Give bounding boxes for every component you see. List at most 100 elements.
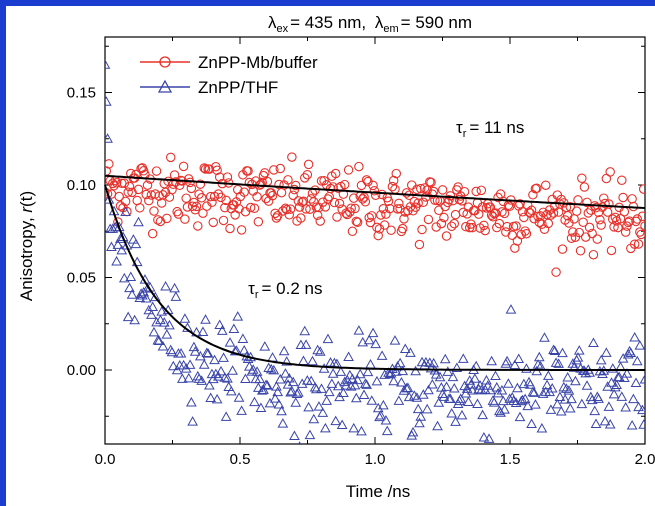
- data-point-thf: [555, 405, 567, 416]
- data-point-thf: [393, 395, 405, 405]
- chart-title: λex = 435 nm, λem = 590 nm: [268, 13, 472, 35]
- data-point-thf: [318, 363, 330, 373]
- data-point-mb: [370, 190, 381, 200]
- data-point-thf: [183, 372, 195, 383]
- data-point-thf: [446, 407, 458, 418]
- data-point-thf: [639, 373, 645, 384]
- data-point-mb: [343, 165, 354, 175]
- data-point-mb: [173, 209, 184, 219]
- data-point-thf: [295, 339, 307, 350]
- data-point-thf: [111, 255, 122, 266]
- data-point-mb: [356, 180, 367, 191]
- data-point-thf: [559, 394, 571, 404]
- data-point-mb: [144, 195, 154, 206]
- data-point-thf: [421, 403, 433, 414]
- data-point-mb: [142, 180, 153, 190]
- data-point-mb: [627, 194, 637, 204]
- data-point-mb: [214, 172, 225, 182]
- data-point-mb: [577, 173, 587, 183]
- data-point-thf: [573, 345, 585, 355]
- data-point-thf: [503, 378, 514, 388]
- data-point-thf: [348, 422, 360, 433]
- legend-entry-zmpp-thf: ZnPP/THF: [140, 78, 278, 97]
- y-tick-label: 0.05: [67, 270, 96, 287]
- data-point-thf: [492, 387, 504, 398]
- data-point-thf: [442, 366, 454, 376]
- data-point-mb: [383, 196, 394, 207]
- data-point-thf: [353, 325, 365, 335]
- data-point-mb: [346, 203, 356, 214]
- data-point-thf: [316, 383, 327, 393]
- data-point-mb: [329, 197, 340, 208]
- data-point-mb: [459, 186, 470, 197]
- data-point-mb: [566, 233, 577, 244]
- data-point-thf: [340, 380, 352, 390]
- data-point-thf: [220, 411, 232, 421]
- data-point-thf: [455, 393, 467, 403]
- data-point-thf: [243, 361, 255, 371]
- data-point-thf: [566, 393, 577, 404]
- data-point-thf: [570, 375, 581, 386]
- data-point-thf: [296, 378, 308, 388]
- data-point-mb: [253, 216, 264, 227]
- data-point-thf: [434, 371, 446, 382]
- data-point-thf: [423, 384, 434, 395]
- data-point-thf: [509, 359, 521, 370]
- data-point-thf: [276, 405, 287, 416]
- data-point-thf: [469, 373, 481, 383]
- data-point-thf: [187, 416, 198, 426]
- data-point-mb: [350, 203, 360, 214]
- data-point-mb: [198, 208, 208, 218]
- data-point-thf: [213, 371, 224, 381]
- data-point-mb: [107, 178, 118, 189]
- data-point-mb: [583, 208, 594, 218]
- data-point-mb: [511, 221, 521, 231]
- data-point-thf: [122, 311, 134, 322]
- data-point-thf: [554, 391, 566, 401]
- data-point-thf: [625, 347, 637, 357]
- data-point-thf: [352, 374, 363, 385]
- data-point-mb: [364, 212, 374, 223]
- data-point-mb: [439, 212, 449, 223]
- data-point-thf: [157, 340, 169, 351]
- data-point-mb: [480, 225, 490, 236]
- data-point-thf: [140, 293, 152, 303]
- plot-layer: 0.0 0.5 1.0 1.5 2.0 0.00 0.05 0.10 0.15: [67, 36, 655, 468]
- data-point-thf: [394, 357, 406, 368]
- data-point-thf: [628, 393, 639, 404]
- data-point-thf: [312, 344, 324, 355]
- data-point-mb: [218, 215, 229, 226]
- data-point-mb: [216, 192, 226, 203]
- data-point-thf: [242, 353, 254, 364]
- data-point-thf: [372, 402, 384, 413]
- data-point-thf: [251, 366, 263, 376]
- data-point-mb: [158, 190, 168, 200]
- data-point-thf: [307, 355, 318, 366]
- data-point-thf: [215, 365, 227, 376]
- data-point-thf: [638, 419, 645, 429]
- data-point-thf: [222, 373, 233, 383]
- y-axis-label: Anisotropy, r(t): [17, 191, 36, 301]
- data-point-mb: [339, 179, 350, 190]
- data-point-mb: [376, 210, 386, 220]
- data-point-mb: [631, 216, 641, 227]
- data-point-thf: [396, 376, 407, 387]
- data-point-thf: [205, 392, 217, 402]
- data-point-thf: [106, 241, 117, 251]
- data-point-thf: [567, 358, 579, 368]
- data-point-thf: [300, 339, 312, 349]
- data-point-mb: [580, 232, 591, 242]
- data-point-thf: [153, 335, 165, 345]
- data-point-thf: [160, 280, 171, 291]
- data-point-mb: [385, 203, 395, 214]
- data-point-thf: [282, 379, 294, 389]
- data-point-thf: [581, 380, 593, 390]
- data-point-mb: [232, 184, 243, 195]
- data-point-mb: [457, 196, 467, 206]
- data-point-thf: [321, 395, 333, 405]
- data-point-mb: [275, 163, 286, 174]
- data-point-mb: [622, 221, 632, 231]
- data-point-mb: [638, 184, 645, 194]
- data-point-mb: [365, 217, 376, 228]
- data-point-mb: [207, 197, 217, 208]
